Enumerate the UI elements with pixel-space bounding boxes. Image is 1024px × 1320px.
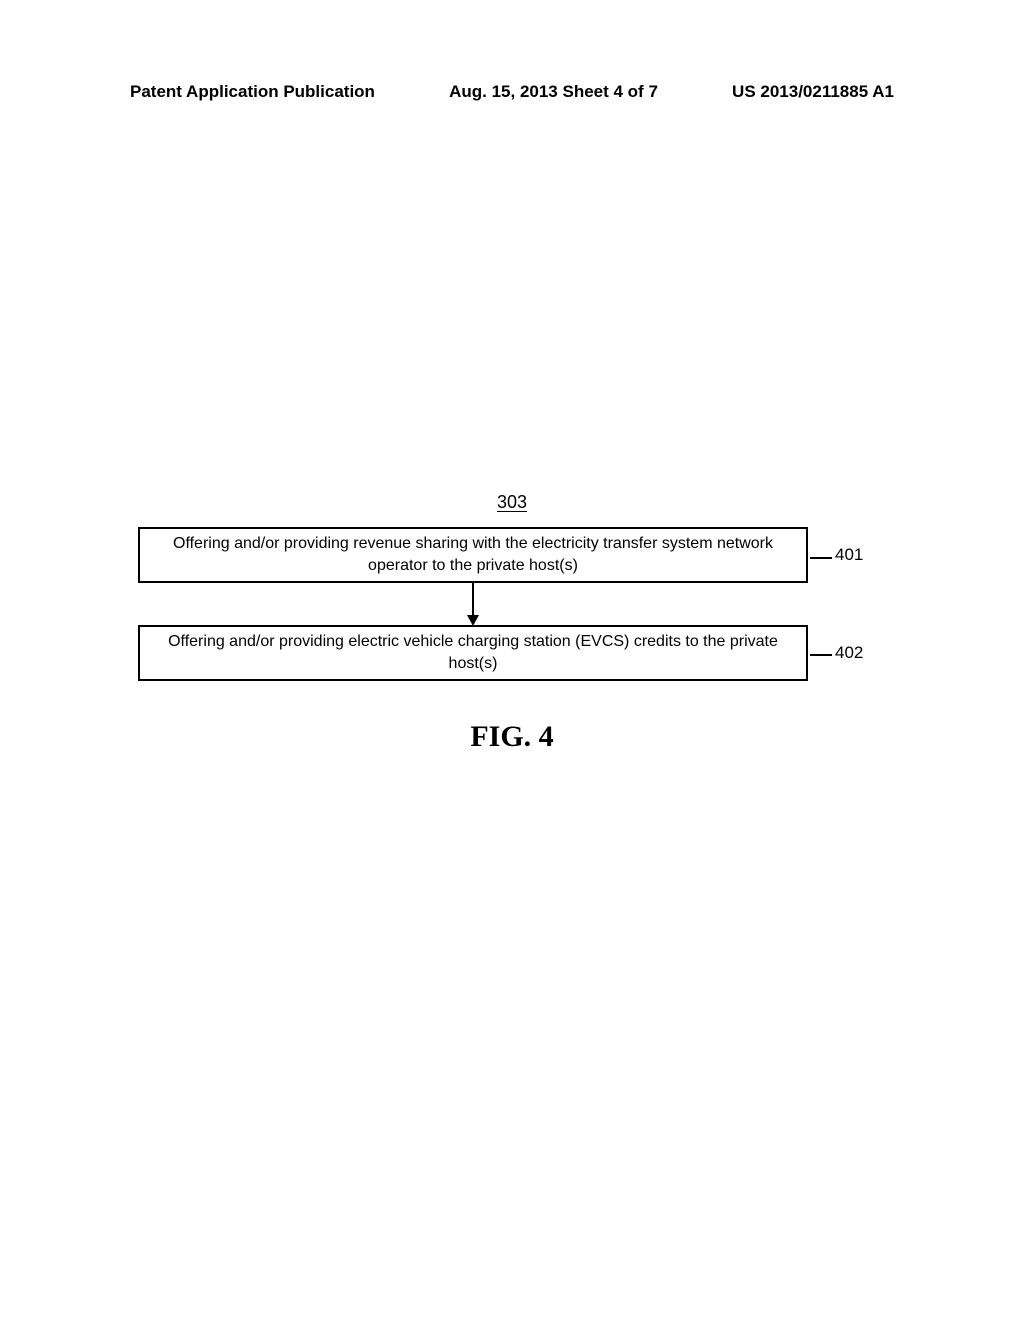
reference-connector-1	[810, 557, 832, 559]
flow-arrow-line	[472, 583, 474, 619]
flowchart-step-2: Offering and/or providing electric vehic…	[138, 625, 808, 681]
reference-number-401: 401	[835, 545, 863, 565]
reference-connector-2	[810, 654, 832, 656]
header-date-sheet: Aug. 15, 2013 Sheet 4 of 7	[449, 82, 658, 102]
step-1-text: Offering and/or providing revenue sharin…	[150, 533, 796, 576]
figure-caption: FIG. 4	[470, 720, 553, 754]
reference-number-402: 402	[835, 643, 863, 663]
flowchart-step-1: Offering and/or providing revenue sharin…	[138, 527, 808, 583]
page-header: Patent Application Publication Aug. 15, …	[0, 82, 1024, 102]
header-publication-type: Patent Application Publication	[130, 82, 375, 102]
step-2-text: Offering and/or providing electric vehic…	[150, 631, 796, 674]
figure-reference-number: 303	[497, 492, 527, 513]
header-publication-number: US 2013/0211885 A1	[732, 82, 894, 102]
